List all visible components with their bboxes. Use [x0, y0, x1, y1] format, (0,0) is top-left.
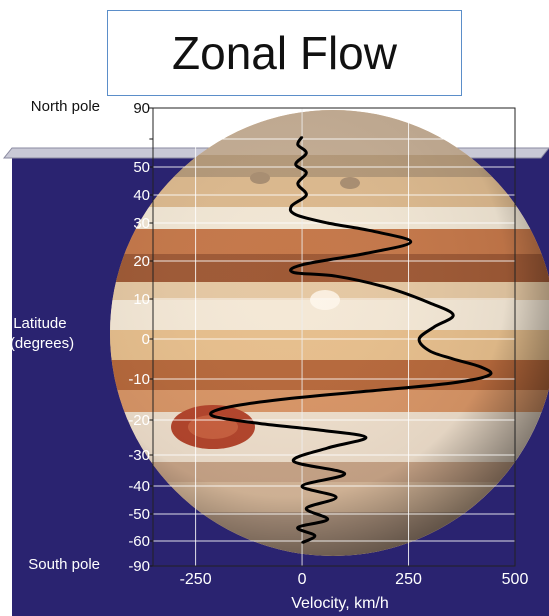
data-point: [409, 241, 412, 243]
data-point: [292, 271, 295, 274]
data-point: [369, 229, 372, 232]
data-point: [301, 541, 303, 544]
x-tick-label: -250: [180, 571, 212, 588]
data-point: [365, 436, 367, 439]
data-point: [279, 398, 282, 401]
y-tick-label: 40: [133, 187, 150, 204]
y-axis-label-line-1: Latitude: [13, 315, 66, 332]
y-tick-label: -10: [128, 371, 150, 388]
data-point: [297, 526, 299, 529]
data-point: [452, 314, 455, 316]
y-axis-label: Latitude (degrees): [10, 315, 74, 352]
data-point: [365, 390, 367, 393]
y-tick-label: 30: [133, 215, 150, 232]
x-tick-label: 500: [502, 571, 529, 588]
data-point: [305, 194, 308, 196]
data-point: [314, 534, 316, 537]
chart-title: Zonal Flow: [172, 27, 397, 79]
data-point: [301, 136, 303, 138]
y-tick-label: 60: [133, 131, 150, 148]
data-point: [290, 205, 293, 207]
y-tick-label: -30: [128, 447, 150, 464]
y-tick-label: 10: [133, 291, 150, 308]
data-point: [433, 326, 435, 328]
data-point: [386, 286, 389, 289]
data-point: [335, 275, 337, 278]
y-tick-label: -60: [128, 533, 150, 550]
y-tick-label: -50: [128, 506, 150, 523]
x-tick-labels: -250 0 250 500: [180, 571, 529, 588]
plot-frame: [152, 107, 516, 567]
y-axis-label-line-2: (degrees): [10, 335, 74, 352]
data-point: [224, 406, 227, 409]
data-point: [429, 302, 431, 304]
data-point: [480, 366, 482, 368]
data-point: [211, 415, 214, 417]
data-point: [335, 496, 337, 499]
data-point: [294, 213, 297, 216]
data-point: [297, 183, 299, 185]
data-point: [292, 460, 295, 463]
data-point: [322, 429, 325, 432]
data-point: [365, 252, 367, 255]
x-tick-label: 0: [298, 571, 307, 588]
y-tick-label: -20: [128, 412, 150, 429]
series-group: [209, 136, 493, 545]
data-point: [326, 447, 329, 449]
data-point: [326, 222, 329, 224]
data-point: [305, 152, 308, 154]
y-tick-label: -40: [128, 478, 150, 495]
data-point: [488, 374, 491, 376]
data-point: [294, 163, 297, 165]
data-point: [297, 143, 299, 146]
x-axis-label: Velocity, km/h: [291, 595, 389, 612]
data-point: [418, 338, 420, 340]
data-point: [301, 264, 303, 266]
data-point: [429, 350, 431, 352]
data-point: [343, 472, 346, 475]
data-point: [258, 422, 261, 425]
data-point: [305, 507, 308, 510]
data-point: [305, 171, 308, 174]
y-tick-label: -90: [128, 558, 150, 575]
planet-image: [110, 110, 549, 556]
data-point: [452, 358, 455, 360]
x-tick-label: 250: [395, 571, 422, 588]
data-point: [450, 382, 452, 384]
y-tick-label: 20: [133, 253, 150, 270]
title-box: Zonal Flow: [107, 10, 462, 96]
bottom-label: South pole: [28, 556, 100, 573]
y-tick-label: 0: [142, 331, 150, 348]
data-point: [301, 485, 303, 487]
top-label: North pole: [31, 98, 100, 115]
data-point: [326, 518, 329, 521]
y-tick-labels: 90 60 50 40 30 20 10 0 -10 -20 -30 -40 -50 -60 -90: [128, 100, 150, 575]
y-tick-label: 90: [133, 100, 150, 117]
y-tick-label: 50: [133, 159, 150, 176]
